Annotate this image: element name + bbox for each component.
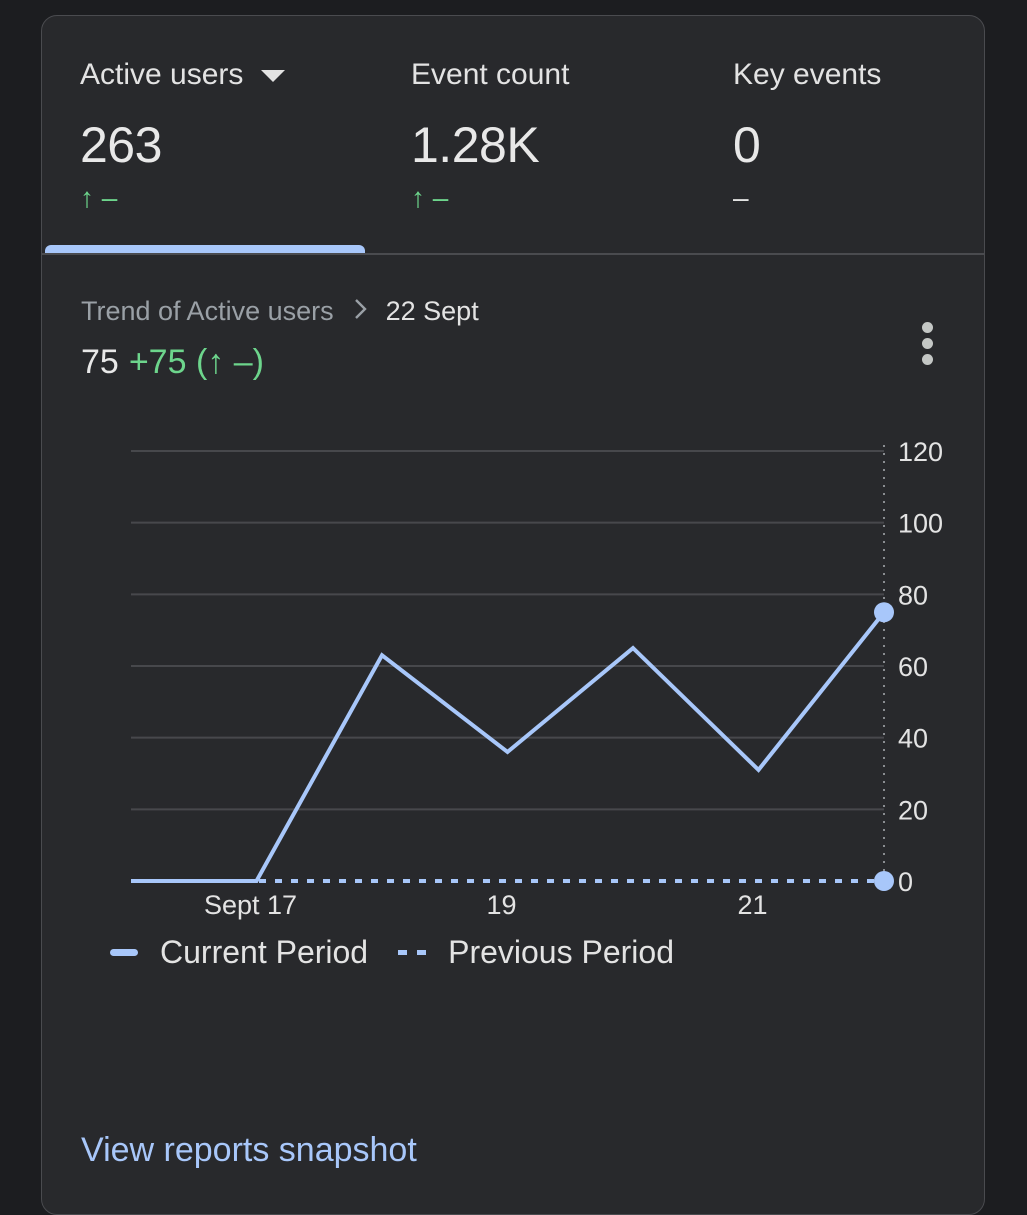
trend-headline: 75 +75 (↑ –) <box>81 343 264 382</box>
y-tick-label: 40 <box>898 724 928 754</box>
y-tick-label: 60 <box>898 652 928 682</box>
more-options-icon[interactable] <box>918 319 938 369</box>
y-tick-label: 0 <box>898 867 913 897</box>
legend-current-label: Current Period <box>160 934 369 970</box>
trend-change: +75 (↑ –) <box>128 343 264 381</box>
x-tick-label: 21 <box>737 890 767 920</box>
trend-value: 75 <box>81 343 119 381</box>
divider <box>42 253 984 255</box>
x-tick-label: 19 <box>486 890 516 920</box>
chevron-right-icon <box>354 296 368 327</box>
metric-label: Event count <box>411 58 570 91</box>
breadcrumb-parent[interactable]: Trend of Active users <box>81 296 334 326</box>
y-tick-label: 20 <box>898 795 928 825</box>
current-period-line <box>131 611 886 883</box>
breadcrumb-current: 22 Sept <box>385 296 479 326</box>
dropdown-arrow-icon[interactable] <box>261 70 286 82</box>
legend-dashed-swatch <box>398 950 427 955</box>
legend-solid-swatch <box>110 949 138 956</box>
metric-label: Key events <box>733 58 882 91</box>
metric-active-users-label-row: Active users <box>80 58 286 92</box>
legend-previous-label: Previous Period <box>448 934 674 970</box>
metric-value: 0 <box>733 117 761 173</box>
selected-tab-indicator <box>45 245 365 254</box>
y-tick-label: 100 <box>898 509 943 539</box>
view-reports-snapshot-link[interactable]: View reports snapshot <box>81 1131 417 1169</box>
chart-legend: Current Period Previous Period <box>110 934 674 971</box>
summary-card: Active users 263 ↑ – Event count 1.28K ↑… <box>41 15 985 1215</box>
breadcrumb: Trend of Active users 22 Sept <box>81 296 479 327</box>
y-tick-label: 120 <box>898 437 943 467</box>
metric-delta: ↑ – <box>411 182 449 213</box>
metric-delta: – <box>733 182 749 213</box>
previous-period-point <box>874 871 894 891</box>
y-tick-label: 80 <box>898 580 928 610</box>
metric-delta: ↑ – <box>80 182 118 213</box>
metric-value: 1.28K <box>411 117 540 173</box>
metric-label: Active users <box>80 58 244 91</box>
metric-value: 263 <box>80 117 162 173</box>
current-period-point <box>874 602 894 623</box>
x-tick-label: Sept 17 <box>204 890 297 920</box>
active-users-line-chart: 0 20 40 60 80 100 120 Sept 17 19 21 <box>131 437 943 920</box>
